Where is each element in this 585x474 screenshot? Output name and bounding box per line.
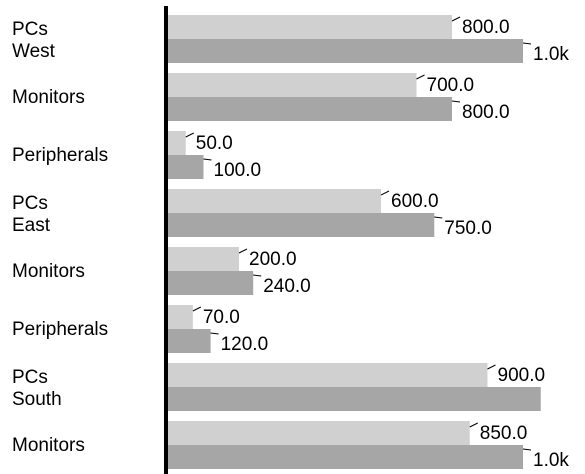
value-label-leader (469, 422, 478, 428)
bar-series-2 (168, 387, 541, 411)
value-label: 240.0 (263, 276, 311, 297)
value-label-leader (210, 332, 219, 335)
bar-series-1 (168, 189, 381, 213)
group-label: South (12, 389, 62, 410)
value-label: 120.0 (221, 334, 269, 355)
bar-series-2 (168, 97, 452, 121)
bar-series-1 (168, 73, 417, 97)
category-label: Peripherals (12, 319, 108, 340)
category-label: Monitors (12, 435, 85, 456)
category-label: PCs (12, 19, 48, 40)
category-label: Peripherals (12, 145, 108, 166)
bar-series-2 (168, 329, 211, 353)
value-label-leader (451, 100, 461, 103)
value-label: 800.0 (462, 102, 510, 123)
value-label: 850.0 (480, 423, 528, 444)
value-label: 200.0 (249, 249, 297, 270)
value-label-leader (522, 42, 532, 45)
category-label: PCs (12, 193, 48, 214)
category-label: Monitors (12, 261, 85, 282)
value-label-leader (487, 364, 496, 370)
category-label: Monitors (12, 87, 85, 108)
bar-series-1 (168, 363, 488, 387)
bar-series-1 (168, 305, 193, 329)
value-label-leader (203, 158, 212, 161)
value-label-leader (434, 216, 443, 219)
labels-layer: PCsWest800.01.0kMonitors700.0800.0Periph… (12, 16, 569, 471)
bar-series-1 (168, 421, 470, 445)
value-label-leader (416, 74, 425, 80)
bar-series-2 (168, 39, 523, 63)
value-label: 800.0 (462, 17, 510, 38)
group-label: East (12, 215, 51, 236)
value-label-leader (253, 274, 262, 277)
value-label: 100.0 (214, 160, 262, 181)
bar-series-1 (168, 131, 186, 155)
value-label-leader (451, 16, 461, 22)
bar-series-2 (168, 271, 254, 295)
category-label: PCs (12, 367, 48, 388)
value-label: 900.0 (498, 365, 546, 386)
bar-series-2 (168, 445, 523, 469)
value-label-leader (522, 448, 532, 451)
bar-series-1 (168, 247, 239, 271)
value-label: 1.0k (533, 450, 569, 471)
value-label: 700.0 (427, 75, 475, 96)
bar-series-2 (168, 213, 435, 237)
value-label-leader (185, 132, 194, 138)
value-label: 70.0 (203, 307, 240, 328)
value-label-leader (192, 306, 202, 312)
value-label-leader (380, 190, 390, 196)
value-label: 1.0k (533, 44, 569, 65)
value-label-leader (238, 248, 248, 254)
value-label: 600.0 (391, 191, 439, 212)
bars-layer (168, 15, 541, 469)
bar-series-2 (168, 155, 204, 179)
value-label: 50.0 (196, 133, 233, 154)
value-label: 750.0 (444, 218, 492, 239)
bar-series-1 (168, 15, 452, 39)
group-label: West (12, 41, 56, 62)
